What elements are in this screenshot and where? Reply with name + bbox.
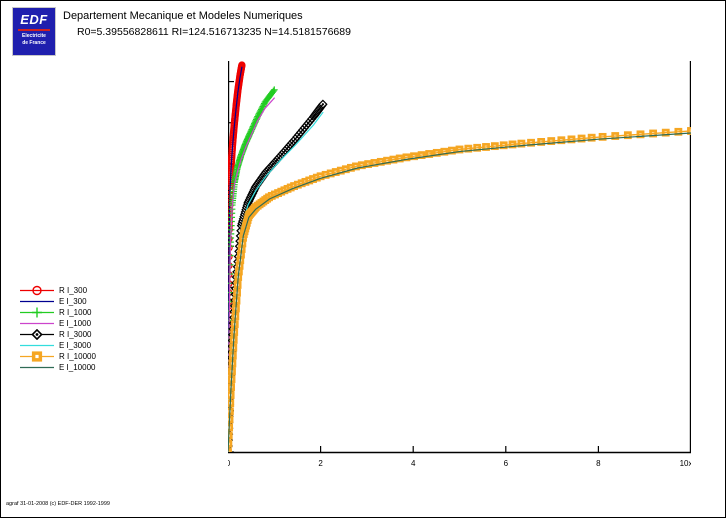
series-E-I_1000: [228, 97, 275, 452]
legend-swatch-none: [20, 366, 54, 369]
legend-item-label: E I_3000: [59, 341, 92, 350]
edf-logo-rule: [18, 29, 50, 31]
edf-logo-word: EDF: [20, 12, 48, 27]
x-tick-label: 4: [411, 459, 416, 468]
legend-item[interactable]: R I_1000: [19, 307, 139, 318]
x-tick-label: 8: [596, 459, 601, 468]
chart-svg: 0246810121416180246810x103INSTSIGMA YY: [228, 61, 691, 468]
footer-credit: agraf 31-01-2008 (c) EDF-DER 1992-1999: [6, 501, 110, 507]
legend-item-label: E I_300: [59, 297, 87, 306]
series-line: [228, 97, 275, 452]
edf-logo-subtitle-line1: Electricite: [22, 33, 46, 39]
legend-item[interactable]: E I_1000: [19, 318, 139, 329]
data-marker-square: [228, 407, 234, 416]
edf-logo: EDF Electricite de France: [12, 7, 56, 56]
legend-item-label: E I_1000: [59, 319, 92, 328]
chart-plot-area: 0246810121416180246810x103INSTSIGMA YY: [228, 61, 691, 469]
edf-logo-subtitle-line2: de France: [22, 40, 46, 46]
series-group: [228, 61, 691, 452]
legend-item-label: R I_300: [59, 286, 88, 295]
legend-swatch-none: [20, 300, 54, 303]
legend-item[interactable]: R I_300: [19, 285, 139, 296]
series-line: [228, 66, 243, 452]
legend-item[interactable]: E I_300: [19, 296, 139, 307]
legend-item[interactable]: E I_10000: [19, 362, 139, 373]
edf-logo-subtitle: Electricite de France: [13, 33, 55, 47]
x-tick-label: 6: [504, 459, 509, 468]
series-R-I_10000: [228, 127, 691, 452]
series-E-I_10000: [228, 132, 691, 452]
legend: R I_300 E I_300 R I_1000 E I_1000 R I_3000 E …: [19, 285, 139, 373]
page-title: Departement Mecanique et Modeles Numeriq…: [63, 10, 303, 22]
legend-swatch-none: [20, 344, 54, 347]
x-tick-label: 2: [318, 459, 323, 468]
parameters-subtitle: R0=5.39556828611 RI=124.516713235 N=14.5…: [77, 26, 351, 38]
series-E-I_300: [228, 66, 243, 452]
legend-item-label: R I_1000: [59, 308, 92, 317]
legend-swatch-diamond: [20, 329, 54, 340]
legend-item-label: E I_10000: [59, 363, 96, 372]
legend-swatch-none: [20, 322, 54, 325]
series-line: [228, 132, 691, 452]
legend-item[interactable]: E I_3000: [19, 340, 139, 351]
legend-item-label: R I_3000: [59, 330, 92, 339]
legend-swatch-plus: [20, 307, 54, 318]
legend-swatch-square: [20, 351, 54, 362]
legend-swatch-circle: [20, 285, 54, 296]
legend-item-label: R I_10000: [59, 352, 96, 361]
series-line: [228, 130, 691, 452]
x-tick-label: 0: [228, 459, 231, 468]
legend-item[interactable]: R I_10000: [19, 351, 139, 362]
legend-item[interactable]: R I_3000: [19, 329, 139, 340]
x-tick-label: 10x103: [680, 457, 691, 468]
